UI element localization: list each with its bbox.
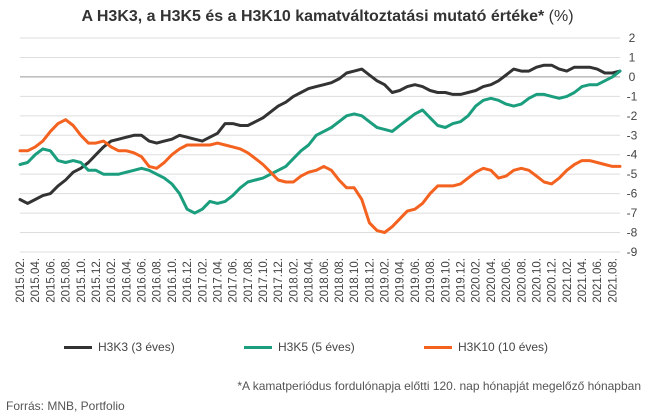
- x-tick-label: 2020.04.: [486, 258, 498, 303]
- x-tick-label: 2015.08.: [61, 258, 73, 303]
- legend-swatch-h3k10: [424, 345, 452, 349]
- legend-label-h3k10: H3K10 (10 éves): [458, 340, 549, 354]
- x-tick-label: 2015.02.: [15, 258, 27, 303]
- x-tick-label: 2018.12.: [364, 258, 376, 303]
- y-tick-label: -7: [627, 206, 638, 220]
- x-tick-label: 2021.02.: [562, 258, 574, 303]
- x-tick-label: 2018.10.: [349, 258, 361, 303]
- source-note: Forrás: MNB, Portfolio: [6, 399, 125, 413]
- footnote: *A kamatperiódus fordulónapja előtti 120…: [237, 379, 641, 393]
- x-tick-label: 2021.04.: [577, 258, 589, 303]
- x-tick-label: 2015.04.: [30, 258, 42, 303]
- x-tick-label: 2017.06.: [228, 258, 240, 303]
- x-tick-label: 2021.08.: [607, 258, 619, 303]
- x-tick-label: 2016.12.: [182, 258, 194, 303]
- x-tick-label: 2016.02.: [106, 258, 118, 303]
- x-tick-label: 2016.08.: [152, 258, 164, 303]
- x-tick-label: 2015.06.: [45, 258, 57, 303]
- x-tick-label: 2017.02.: [197, 258, 209, 303]
- x-tick-label: 2020.06.: [501, 258, 513, 303]
- chart-legend: H3K3 (3 éves) H3K5 (5 éves) H3K10 (10 év…: [64, 340, 624, 358]
- x-tick-label: 2016.04.: [121, 258, 133, 303]
- x-tick-label: 2019.06.: [410, 258, 422, 303]
- x-tick-label: 2020.08.: [516, 258, 528, 303]
- legend-label-h3k3: H3K3 (3 éves): [98, 340, 175, 354]
- legend-swatch-h3k3: [64, 345, 92, 349]
- x-tick-label: 2019.12.: [456, 258, 468, 303]
- legend-item-h3k10: H3K10 (10 éves): [424, 340, 548, 354]
- x-tick-label: 2015.12.: [91, 258, 103, 303]
- x-tick-label: 2016.06.: [137, 258, 149, 303]
- x-tick-label: 2018.04.: [304, 258, 316, 303]
- legend-item-h3k3: H3K3 (3 éves): [64, 340, 175, 354]
- legend-label-h3k5: H3K5 (5 éves): [278, 340, 355, 354]
- x-tick-label: 2019.08.: [425, 258, 437, 303]
- x-tick-label: 2017.04.: [212, 258, 224, 303]
- x-tick-label: 2021.06.: [592, 258, 604, 303]
- series-line-h3k5: [18, 69, 622, 215]
- legend-item-h3k5: H3K5 (5 éves): [244, 340, 355, 354]
- y-tick-label: 0: [629, 70, 636, 84]
- x-tick-label: 2019.04.: [395, 258, 407, 303]
- chart-title-unit: (%): [544, 8, 574, 25]
- y-tick-label: -9: [627, 245, 638, 259]
- y-tick-label: -5: [627, 167, 638, 181]
- x-tick-label: 2015.10.: [76, 258, 88, 303]
- x-tick-label: 2019.10.: [440, 258, 452, 303]
- x-tick-label: 2020.10.: [531, 258, 543, 303]
- x-tick-label: 2017.10.: [258, 258, 270, 303]
- x-tick-label: 2018.06.: [319, 258, 331, 303]
- chart-title: A H3K3, a H3K5 és a H3K10 kamatváltoztat…: [0, 8, 655, 26]
- y-tick-label: -1: [627, 89, 638, 103]
- series-line-h3k3: [18, 63, 622, 205]
- y-tick-label: -8: [627, 226, 638, 240]
- legend-swatch-h3k5: [244, 345, 272, 349]
- y-tick-label: 2: [629, 31, 636, 45]
- x-tick-label: 2020.12.: [547, 258, 559, 303]
- x-tick-label: 2018.08.: [334, 258, 346, 303]
- x-tick-label: 2016.10.: [167, 258, 179, 303]
- y-tick-label: -3: [627, 128, 638, 142]
- y-tick-label: -2: [627, 109, 638, 123]
- x-tick-label: 2019.02.: [380, 258, 392, 303]
- y-tick-label: -6: [627, 187, 638, 201]
- x-tick-label: 2018.02.: [288, 258, 300, 303]
- x-tick-label: 2020.02.: [471, 258, 483, 303]
- y-tick-label: 1: [629, 50, 636, 64]
- chart-title-main: A H3K3, a H3K5 és a H3K10 kamatváltoztat…: [81, 8, 545, 25]
- x-tick-label: 2017.08.: [243, 258, 255, 303]
- x-tick-label: 2017.12.: [273, 258, 285, 303]
- series-line-h3k10: [18, 118, 622, 234]
- y-tick-label: -4: [627, 148, 638, 162]
